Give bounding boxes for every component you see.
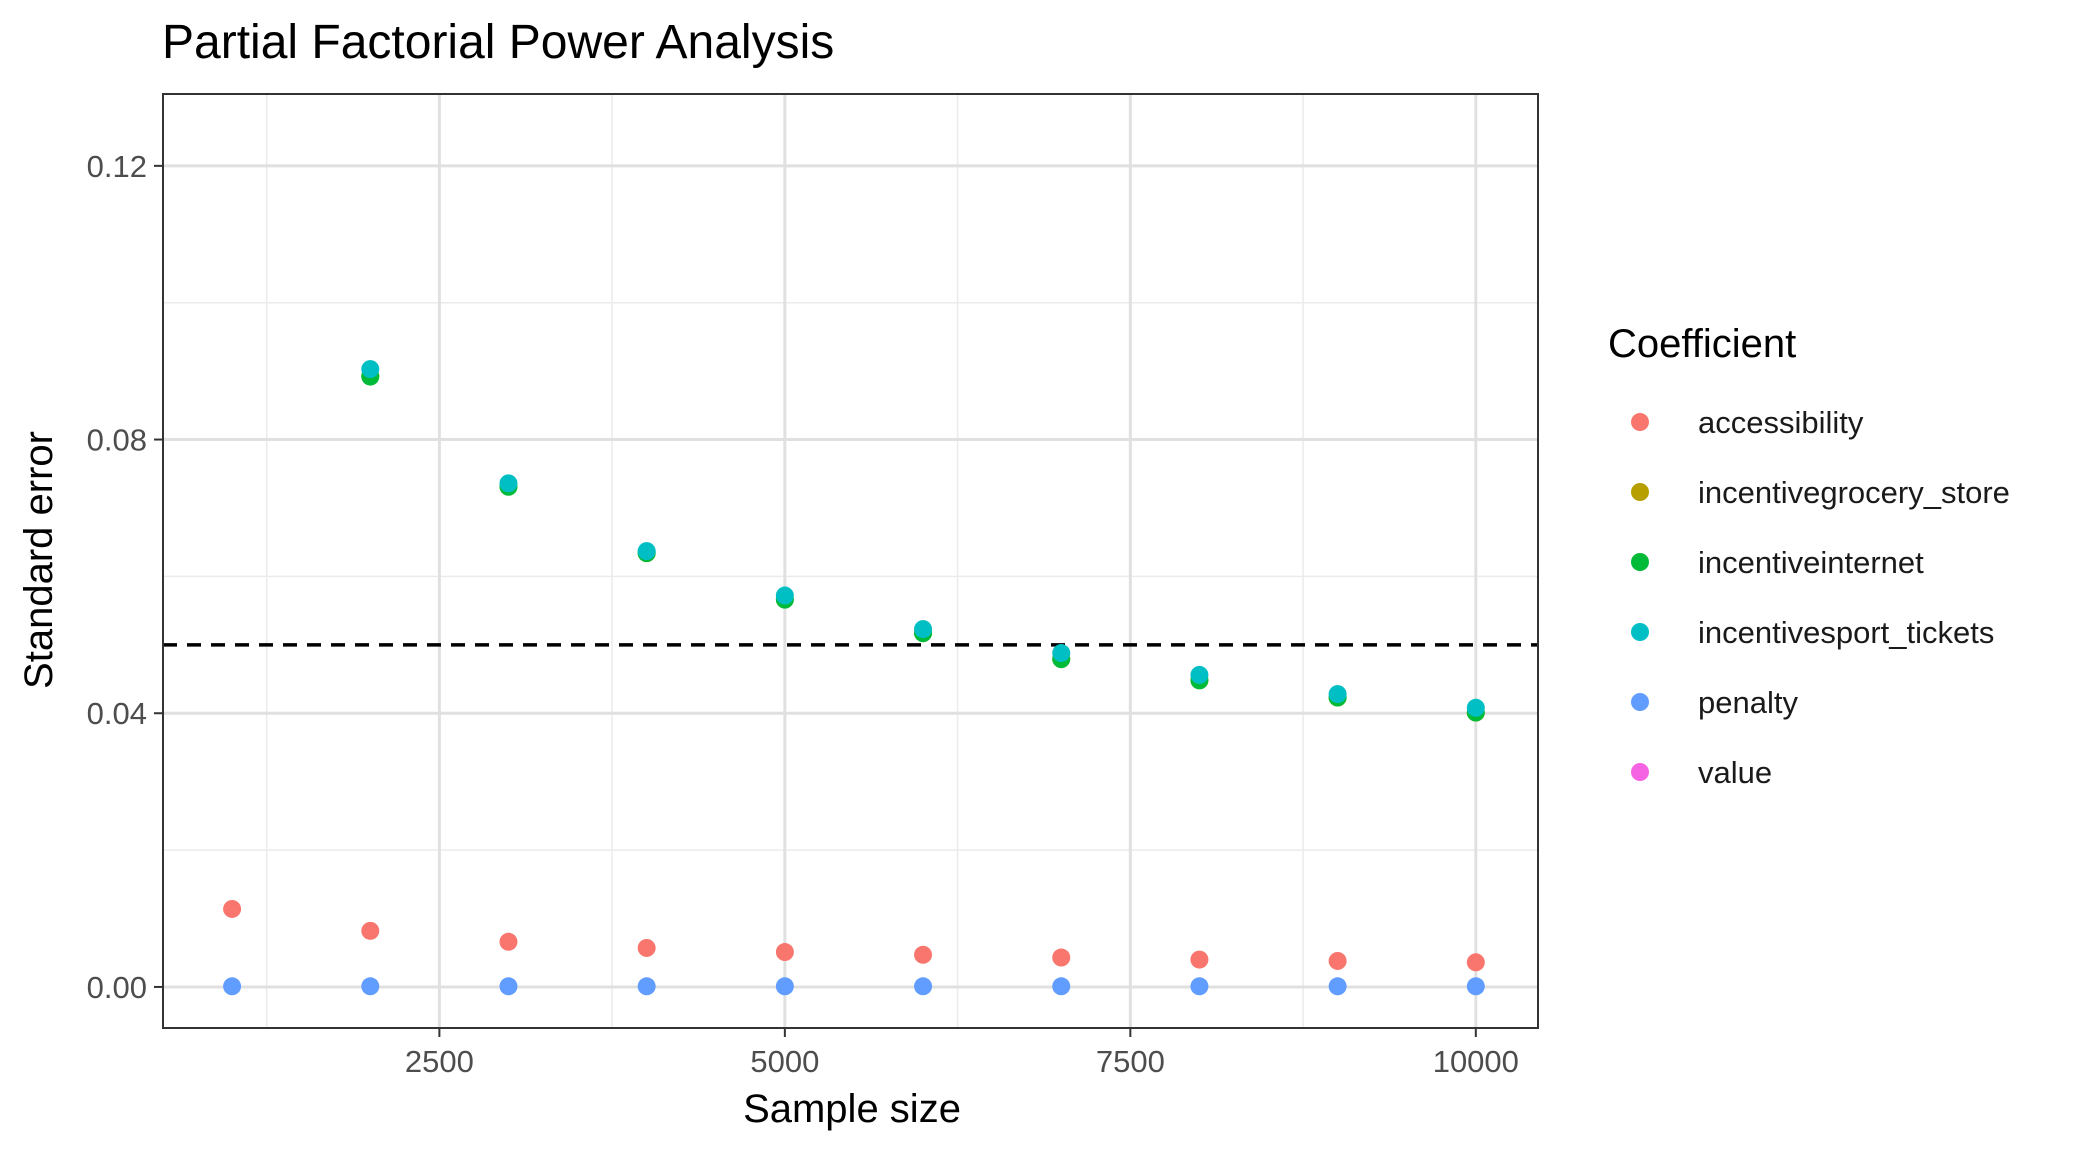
data-points bbox=[223, 360, 1485, 996]
point-incentivesport_tickets-7 bbox=[1328, 685, 1347, 704]
legend-item-value: value bbox=[1631, 755, 1772, 790]
legend-key-incentiveinternet bbox=[1631, 553, 1649, 571]
x-tick-label-3: 10000 bbox=[1433, 1044, 1519, 1079]
x-tick-label-0: 2500 bbox=[405, 1044, 474, 1079]
point-incentivesport_tickets-5 bbox=[1052, 644, 1071, 663]
point-penalty-2 bbox=[499, 977, 518, 996]
point-incentivesport_tickets-0 bbox=[361, 360, 380, 379]
y-axis: 0.00 0.04 0.08 0.12 bbox=[87, 149, 163, 1005]
x-tick-label-2: 7500 bbox=[1096, 1044, 1165, 1079]
legend-label-penalty: penalty bbox=[1698, 685, 1798, 720]
point-penalty-8 bbox=[1328, 977, 1347, 996]
point-incentivesport_tickets-6 bbox=[1190, 665, 1209, 684]
point-accessibility-2 bbox=[499, 932, 518, 951]
point-penalty-6 bbox=[1052, 977, 1071, 996]
point-penalty-4 bbox=[775, 977, 794, 996]
x-tick-label-1: 5000 bbox=[750, 1044, 819, 1079]
legend-label-incentivegrocery_store: incentivegrocery_store bbox=[1698, 475, 2010, 510]
point-penalty-3 bbox=[637, 977, 656, 996]
point-penalty-7 bbox=[1190, 977, 1209, 996]
grid bbox=[163, 94, 1538, 1028]
point-accessibility-7 bbox=[1190, 950, 1209, 969]
legend-item-accessibility: accessibility bbox=[1631, 405, 1864, 440]
series-incentivegrocery_store bbox=[361, 366, 1485, 722]
legend-label-incentivesport_tickets: incentivesport_tickets bbox=[1698, 615, 1994, 650]
point-accessibility-5 bbox=[914, 945, 933, 964]
series-incentivesport_tickets bbox=[361, 360, 1485, 717]
point-accessibility-6 bbox=[1052, 948, 1071, 967]
x-axis: 2500 5000 7500 10000 bbox=[405, 1028, 1519, 1079]
legend-label-value: value bbox=[1698, 755, 1772, 790]
legend-label-incentiveinternet: incentiveinternet bbox=[1698, 545, 1924, 580]
point-penalty-1 bbox=[361, 977, 380, 996]
point-incentivesport_tickets-8 bbox=[1466, 698, 1485, 717]
series-accessibility bbox=[223, 899, 1485, 972]
legend-key-incentivesport_tickets bbox=[1631, 623, 1649, 641]
point-incentivesport_tickets-4 bbox=[914, 620, 933, 639]
y-axis-title: Standard error bbox=[17, 431, 61, 689]
legend-title: Coefficient bbox=[1608, 322, 1796, 366]
series-incentiveinternet bbox=[361, 367, 1485, 722]
point-accessibility-1 bbox=[361, 921, 380, 940]
point-incentivesport_tickets-1 bbox=[499, 474, 518, 493]
legend-item-incentivesport_tickets: incentivesport_tickets bbox=[1631, 615, 1994, 650]
point-penalty-9 bbox=[1466, 977, 1485, 996]
point-accessibility-8 bbox=[1328, 951, 1347, 970]
y-tick-label-2: 0.08 bbox=[87, 423, 147, 458]
legend-key-accessibility bbox=[1631, 413, 1649, 431]
legend-key-value bbox=[1631, 763, 1649, 781]
legend-item-incentiveinternet: incentiveinternet bbox=[1631, 545, 1924, 580]
y-tick-label-1: 0.04 bbox=[87, 696, 147, 731]
point-incentivesport_tickets-2 bbox=[637, 542, 656, 561]
point-accessibility-3 bbox=[637, 938, 656, 957]
legend-items: accessibility incentivegrocery_storeincen… bbox=[1631, 405, 2010, 790]
point-incentivesport_tickets-3 bbox=[775, 586, 794, 605]
legend-label-accessibility: accessibility bbox=[1698, 405, 1864, 440]
chart-title: Partial Factorial Power Analysis bbox=[162, 16, 834, 69]
series-penalty bbox=[223, 977, 1485, 996]
legend: Coefficient accessibility incentivegrocer… bbox=[1608, 322, 2010, 790]
point-accessibility-9 bbox=[1466, 953, 1485, 972]
point-accessibility-0 bbox=[223, 899, 242, 918]
legend-key-incentivegrocery_store bbox=[1631, 483, 1649, 501]
legend-item-penalty: penalty bbox=[1631, 685, 1798, 720]
y-tick-label-3: 0.12 bbox=[87, 149, 147, 184]
x-axis-title: Sample size bbox=[743, 1087, 961, 1131]
point-penalty-5 bbox=[914, 977, 933, 996]
point-accessibility-4 bbox=[775, 943, 794, 962]
y-tick-label-0: 0.00 bbox=[87, 970, 147, 1005]
legend-item-incentivegrocery_store: incentivegrocery_store bbox=[1631, 475, 2010, 510]
legend-key-penalty bbox=[1631, 693, 1649, 711]
point-penalty-0 bbox=[223, 977, 242, 996]
plot-panel-border bbox=[162, 93, 1539, 1029]
